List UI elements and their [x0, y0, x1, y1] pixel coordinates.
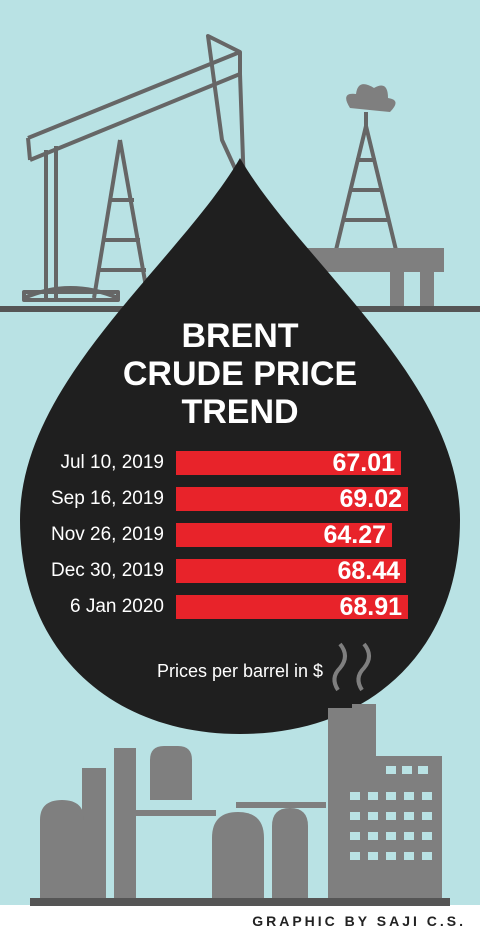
graphic-credit: GRAPHIC BY SAJI C.S. — [252, 913, 466, 929]
price-bar: 64.27 — [176, 521, 392, 549]
value-label: 67.01 — [332, 449, 395, 477]
chart-footnote: Prices per barrel in $ — [156, 661, 324, 681]
value-label: 69.02 — [339, 485, 402, 513]
price-bar: 68.44 — [176, 557, 406, 585]
price-bar: 67.01 — [176, 449, 401, 477]
chart-title-line-2: CRUDE PRICE — [122, 355, 358, 393]
value-label: 68.91 — [339, 593, 402, 621]
bar-row: Jul 10, 2019 67.01 — [0, 449, 480, 477]
oil-pumpjack-icon — [22, 34, 246, 302]
bar-row: Sep 16, 2019 69.02 — [0, 485, 480, 513]
value-label: 68.44 — [337, 557, 400, 585]
refinery-windows — [350, 766, 432, 860]
category-label: Jul 10, 2019 — [60, 452, 164, 473]
category-label: Sep 16, 2019 — [50, 488, 164, 509]
bar-row: Dec 30, 2019 68.44 — [0, 557, 480, 585]
price-bar: 68.91 — [176, 593, 408, 621]
category-label: Dec 30, 2019 — [50, 560, 164, 581]
oil-drop-icon — [20, 158, 460, 734]
value-label: 64.27 — [323, 521, 386, 549]
credit-strip — [0, 905, 480, 944]
bar-row: Nov 26, 2019 64.27 — [0, 521, 480, 549]
price-bar: 69.02 — [176, 485, 408, 513]
oil-rig-icon — [290, 84, 444, 310]
category-label: 6 Jan 2020 — [69, 596, 164, 617]
chart-title-line-1: BRENT — [181, 317, 299, 355]
bar-row: 6 Jan 2020 68.91 — [0, 593, 480, 621]
chart-title-line-3: TREND — [181, 393, 299, 431]
category-label: Nov 26, 2019 — [50, 524, 164, 545]
